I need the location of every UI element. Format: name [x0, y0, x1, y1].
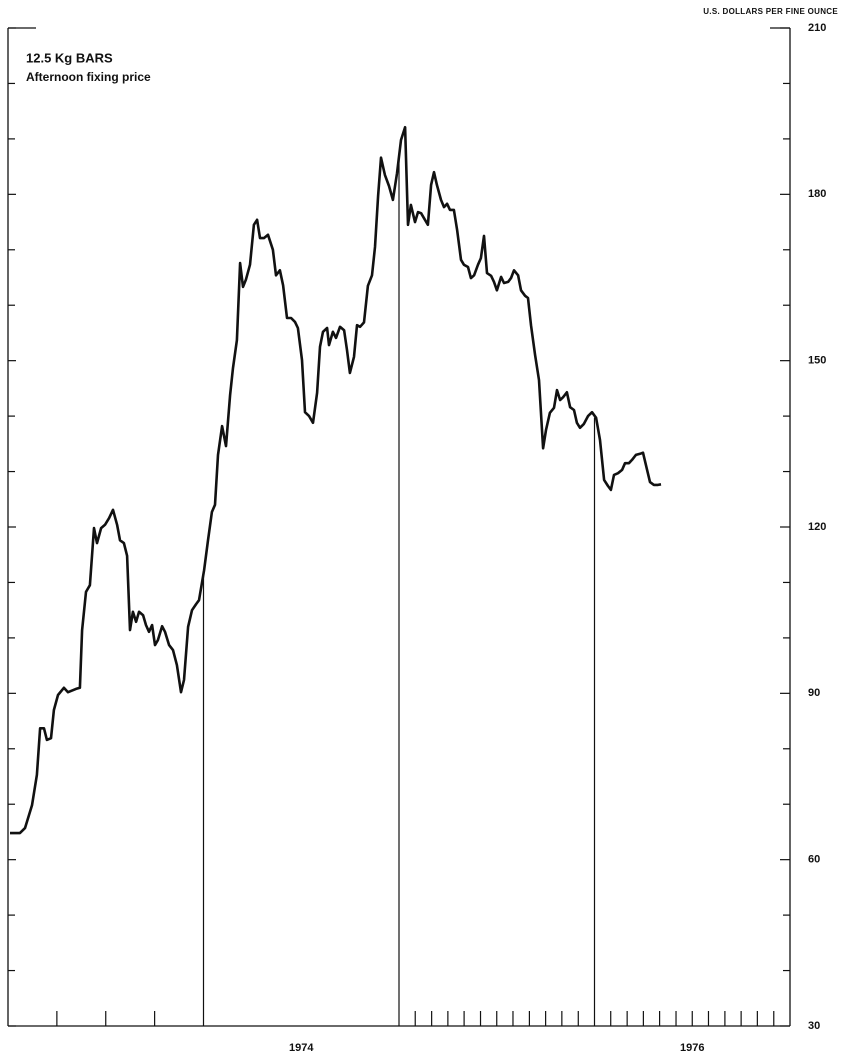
price-line: [10, 125, 662, 835]
y-tick-label: 210: [808, 22, 826, 34]
y-tick-label: 60: [808, 854, 820, 866]
y-tick-label: 180: [808, 188, 826, 200]
y-tick-label: 150: [808, 355, 826, 367]
chart-title: 12.5 Kg BARS: [26, 50, 113, 65]
x-tick-label: 1976: [680, 1042, 704, 1054]
y-axis-label: U.S. DOLLARS PER FINE OUNCE: [703, 7, 838, 16]
x-tick-label: 1974: [289, 1042, 314, 1054]
y-tick-label: 30: [808, 1020, 820, 1032]
y-tick-label: 90: [808, 687, 820, 699]
y-tick-label: 120: [808, 521, 826, 533]
chart-subtitle: Afternoon fixing price: [26, 70, 151, 84]
